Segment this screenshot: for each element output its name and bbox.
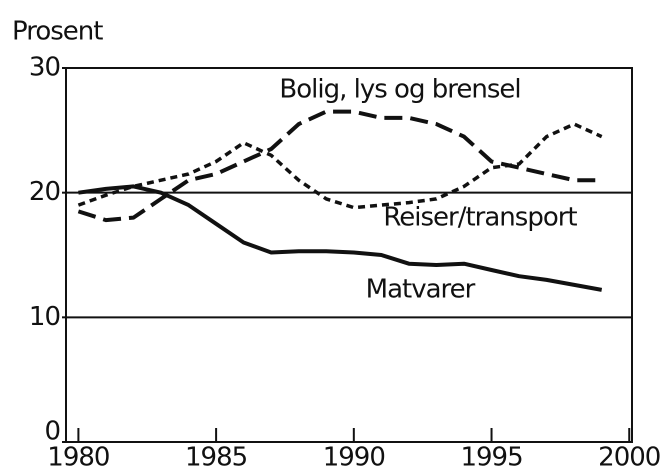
y-tick-label: 20	[29, 177, 60, 207]
series-label: Matvarer	[366, 275, 476, 305]
y-tick-label: 30	[29, 53, 60, 83]
x-tick-label: 1995	[460, 443, 522, 471]
series-line	[77, 122, 603, 210]
y-tick-label: 0	[44, 417, 60, 447]
y-axis-label: Prosent	[12, 17, 103, 47]
x-tick-label: 1990	[323, 443, 385, 471]
x-tick-label: 1980	[47, 443, 109, 471]
series-label: Bolig, lys og brensel	[279, 75, 520, 105]
x-tick-label: 1985	[185, 443, 247, 471]
plot-frame	[65, 67, 633, 443]
series-label: Reiser/transport	[383, 203, 577, 233]
series-line	[78, 184, 603, 292]
x-tick-label: 2000	[598, 443, 660, 471]
y-tick-label: 10	[29, 302, 60, 332]
